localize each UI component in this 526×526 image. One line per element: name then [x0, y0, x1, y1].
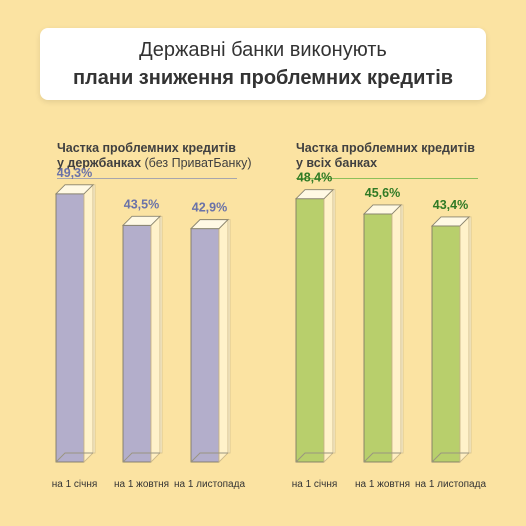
- right-bar-3-side: [459, 215, 470, 464]
- left-bar-1-base: [55, 452, 93, 463]
- left-bar-3-category-label: на 1 листопада: [174, 479, 245, 490]
- right-chart-title-rule: [296, 178, 478, 179]
- left-bar-2: [122, 224, 152, 463]
- left-bar-2-base: [122, 452, 160, 463]
- right-bar-3-category-label: на 1 листопада: [415, 479, 486, 490]
- left-bar-2-side: [150, 215, 161, 464]
- right-bar-3-base: [431, 452, 469, 463]
- left-chart-title-rule: [57, 178, 237, 179]
- left-bar-3: [190, 228, 220, 463]
- right-bar-3-value-label: 43,4%: [433, 198, 468, 212]
- left-chart-title: Частка проблемних кредитів у держбанках …: [57, 141, 251, 171]
- right-bar-3: [431, 225, 461, 463]
- right-bar-1-base: [295, 452, 333, 463]
- right-bar-2: [363, 213, 393, 463]
- left-bar-1-side: [83, 183, 94, 464]
- left-bar-1-top: [54, 184, 95, 195]
- right-bar-1-side: [323, 188, 334, 464]
- left-bar-2-value-label: 43,5%: [124, 197, 159, 211]
- left-bar-3-base: [190, 452, 228, 463]
- left-bar-2-category-label: на 1 жовтня: [114, 479, 169, 490]
- right-bar-1-value-label: 48,4%: [297, 171, 332, 185]
- left-chart-title-line-2: у держбанках: [57, 156, 142, 170]
- title-card: Державні банки виконують плани зниження …: [40, 28, 486, 100]
- title-line-1: Державні банки виконують: [139, 39, 387, 61]
- left-bar-2-top: [121, 215, 162, 226]
- left-bar-1-value-label: 49,3%: [57, 166, 92, 180]
- right-bar-3-top: [430, 216, 471, 227]
- left-chart-title-line-1: Частка проблемних кредитів: [57, 141, 236, 155]
- right-chart-title-line-1: Частка проблемних кредитів: [296, 141, 475, 155]
- right-bar-2-top: [362, 204, 403, 215]
- right-chart-title-line-2: у всіх банках: [296, 156, 378, 170]
- right-bar-2-category-label: на 1 жовтня: [355, 479, 410, 490]
- right-bar-1: [295, 198, 325, 463]
- left-bar-1: [55, 193, 85, 463]
- right-bar-2-side: [391, 203, 402, 464]
- left-bar-3-side: [218, 218, 229, 464]
- right-bar-2-value-label: 45,6%: [365, 186, 400, 200]
- right-bar-1-top: [294, 189, 335, 200]
- title-line-2: плани зниження проблемних кредитів: [72, 67, 454, 89]
- right-chart-title: Частка проблемних кредитів у всіх банках: [296, 141, 475, 171]
- right-bar-1-category-label: на 1 січня: [292, 479, 338, 490]
- left-bar-3-top: [189, 219, 230, 230]
- left-bar-3-value-label: 42,9%: [192, 201, 227, 215]
- left-chart-title-note: (без ПриватБанку): [144, 156, 252, 170]
- left-bar-1-category-label: на 1 січня: [52, 479, 98, 490]
- right-bar-2-base: [363, 452, 401, 463]
